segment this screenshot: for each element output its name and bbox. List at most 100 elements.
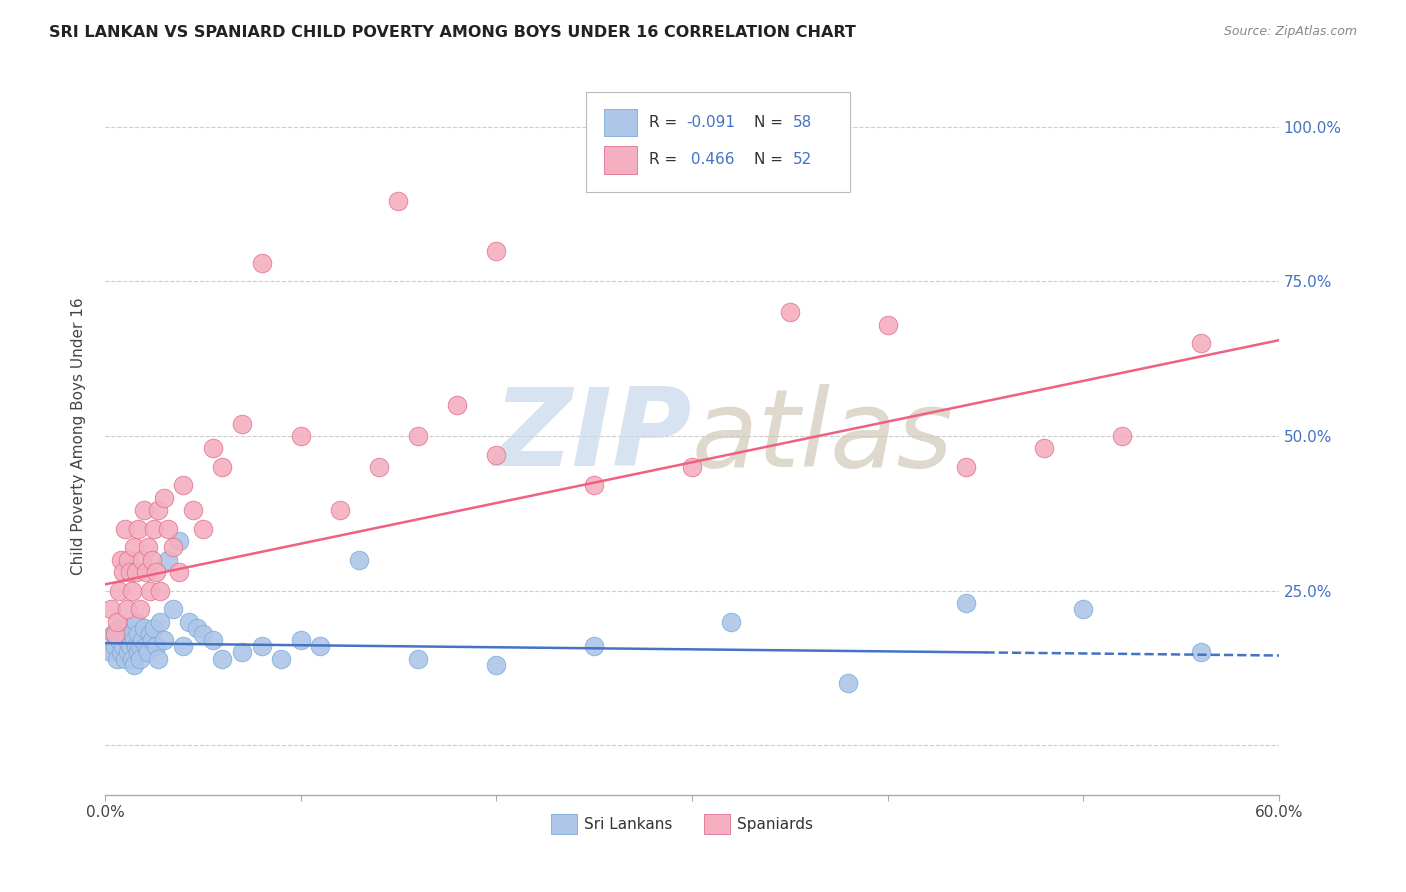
Point (120, 565, 142, 579)
Point (107, 583, 129, 598)
FancyBboxPatch shape (605, 109, 637, 136)
Point (485, 657, 508, 672)
Point (127, 627, 149, 641)
Point (181, 503, 204, 517)
Point (1111, 429, 1133, 443)
Point (1189, 336, 1212, 351)
Point (169, 534, 191, 549)
Point (779, 305, 801, 319)
FancyBboxPatch shape (551, 814, 576, 834)
Point (127, 522, 149, 536)
Point (191, 522, 214, 536)
Point (156, 522, 179, 536)
Point (876, 318, 898, 332)
Point (110, 552, 132, 566)
Point (114, 651, 136, 665)
Point (367, 459, 389, 474)
Point (111, 639, 134, 653)
Point (250, 256, 273, 270)
Point (387, 194, 409, 208)
Point (309, 639, 332, 653)
Point (681, 459, 703, 474)
Point (124, 633, 146, 648)
Point (139, 583, 162, 598)
Text: Spaniards: Spaniards (737, 816, 813, 831)
Point (720, 615, 742, 629)
Point (134, 503, 156, 517)
Point (231, 417, 253, 431)
Point (211, 651, 233, 665)
Text: Sri Lankans: Sri Lankans (583, 816, 672, 831)
Point (145, 639, 167, 653)
Point (955, 596, 977, 610)
Point (837, 676, 859, 690)
Point (100, 602, 122, 616)
Point (169, 565, 191, 579)
Point (583, 478, 606, 492)
Point (211, 459, 233, 474)
Point (107, 621, 129, 635)
Point (349, 552, 371, 566)
Point (270, 651, 292, 665)
Point (406, 429, 429, 443)
Point (485, 448, 508, 462)
FancyBboxPatch shape (605, 146, 637, 174)
Point (1189, 645, 1212, 659)
Point (231, 645, 253, 659)
Point (129, 602, 152, 616)
Point (131, 552, 153, 566)
Text: ZIP: ZIP (494, 383, 692, 489)
Point (149, 583, 172, 598)
Point (955, 459, 977, 474)
Point (134, 621, 156, 635)
Point (162, 602, 184, 616)
Point (156, 552, 179, 566)
Text: N =: N = (754, 153, 787, 168)
Point (107, 633, 129, 648)
Point (111, 565, 134, 579)
Point (145, 565, 167, 579)
Point (131, 633, 153, 648)
Point (117, 621, 139, 635)
Y-axis label: Child Poverty Among Boys Under 16: Child Poverty Among Boys Under 16 (72, 297, 86, 574)
FancyBboxPatch shape (586, 92, 851, 192)
Point (191, 627, 214, 641)
Point (329, 503, 352, 517)
Text: N =: N = (754, 115, 787, 130)
Point (136, 645, 159, 659)
Point (125, 565, 148, 579)
Point (121, 651, 143, 665)
Point (120, 639, 142, 653)
Point (105, 651, 128, 665)
Point (1033, 442, 1056, 456)
Point (179, 615, 201, 629)
Point (186, 621, 208, 635)
Point (149, 615, 172, 629)
Point (141, 633, 163, 648)
Text: atlas: atlas (692, 384, 953, 489)
Point (104, 639, 127, 653)
Point (152, 491, 174, 505)
Point (129, 651, 152, 665)
Point (115, 633, 138, 648)
Point (136, 541, 159, 555)
Text: R =: R = (648, 153, 682, 168)
Point (125, 639, 148, 653)
Point (142, 522, 165, 536)
Point (172, 478, 194, 492)
Point (121, 627, 143, 641)
Point (172, 639, 194, 653)
Point (135, 565, 157, 579)
Point (201, 633, 224, 648)
Point (250, 639, 273, 653)
Point (135, 639, 157, 653)
Point (124, 541, 146, 555)
Text: R =: R = (648, 115, 682, 130)
Point (583, 639, 606, 653)
Point (124, 657, 146, 672)
Point (162, 541, 184, 555)
Point (114, 522, 136, 536)
Text: 0.466: 0.466 (686, 153, 734, 168)
Point (446, 398, 468, 412)
Point (114, 627, 136, 641)
